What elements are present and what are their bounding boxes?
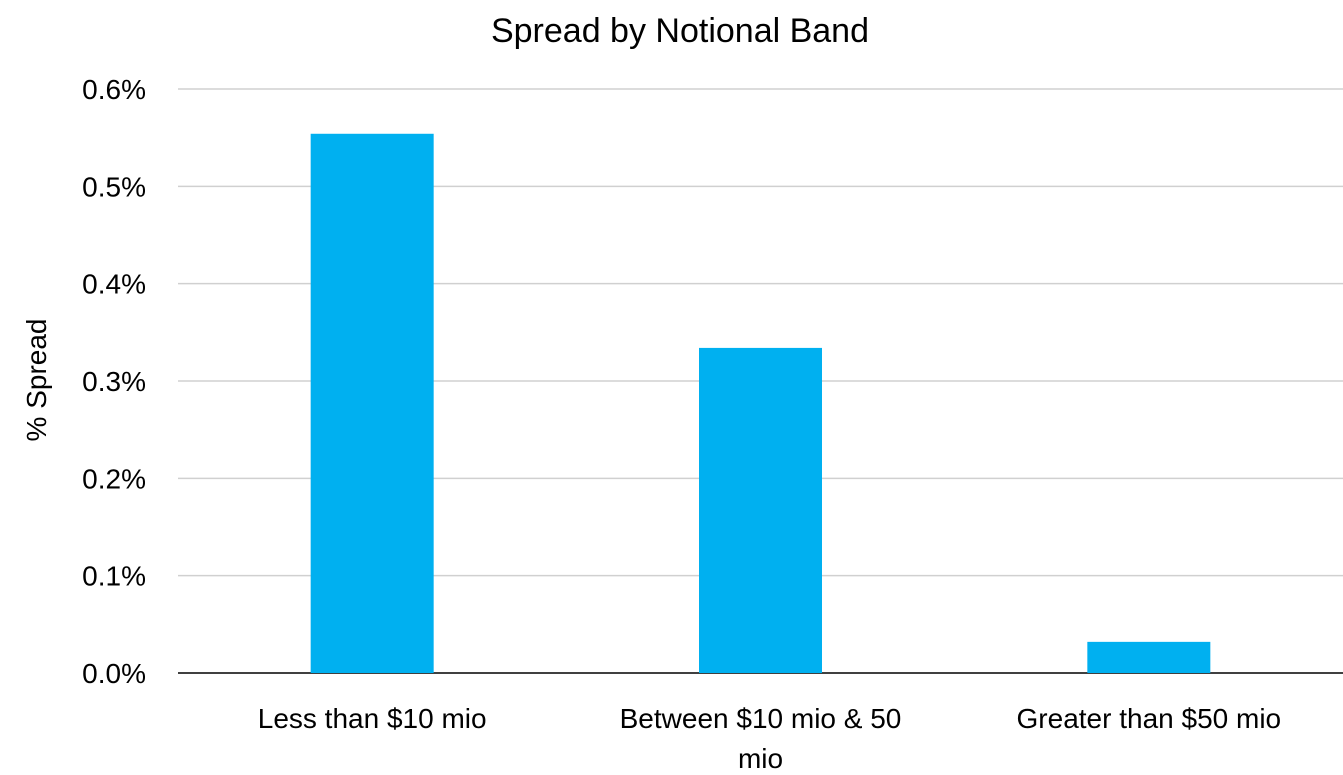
y-tick-label: 0.4%: [82, 269, 146, 300]
y-axis-ticks: 0.0% 0.1% 0.2% 0.3% 0.4% 0.5% 0.6%: [82, 74, 146, 689]
bar: [1087, 641, 1211, 673]
bar: [699, 347, 822, 673]
x-axis-categories: Less than $10 mio Between $10 mio & 50 mio…: [258, 703, 1281, 774]
y-tick-label: 0.1%: [82, 561, 146, 592]
y-axis-label: % Spread: [21, 319, 52, 442]
bar: [310, 133, 434, 674]
y-tick-label: 0.2%: [82, 463, 146, 494]
y-tick-label: 0.6%: [82, 74, 146, 105]
chart-title: Spread by Notional Band: [491, 12, 869, 50]
bars: [310, 133, 1211, 674]
x-category-label: Greater than $50 mio: [1017, 703, 1282, 734]
x-category-label: mio: [738, 743, 783, 774]
y-tick-label: 0.3%: [82, 366, 146, 397]
y-tick-label: 0.0%: [82, 658, 146, 689]
x-category-label: Between $10 mio & 50: [620, 703, 902, 734]
x-category-label: Less than $10 mio: [258, 703, 487, 734]
y-tick-label: 0.5%: [82, 171, 146, 202]
